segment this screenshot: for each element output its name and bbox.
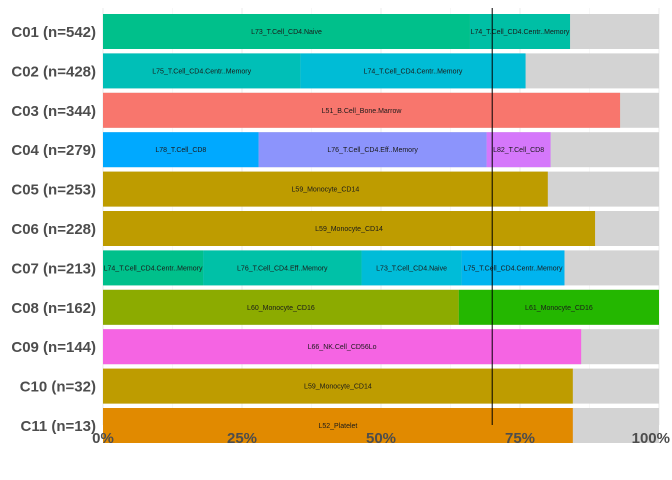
segment-label: L74_T.Cell_CD4.Centr..Memory xyxy=(364,68,463,75)
bar-segment xyxy=(486,132,551,168)
bar-segment xyxy=(461,250,565,286)
bar-segment xyxy=(103,329,582,365)
bar-segment xyxy=(103,132,259,168)
bar-segment xyxy=(103,53,301,89)
category-label: C03 (n=344) xyxy=(11,103,96,120)
category-label: C08 (n=162) xyxy=(11,300,96,317)
category-label: C09 (n=144) xyxy=(11,339,96,356)
segment-label: L76_T.Cell_CD4.Eff..Memory xyxy=(237,265,328,272)
x-tick-label: 75% xyxy=(505,430,535,447)
category-label: C07 (n=213) xyxy=(11,260,96,277)
segment-label: L61_Monocyte_CD16 xyxy=(525,305,593,312)
category-label: C02 (n=428) xyxy=(11,63,96,80)
segment-label: L73_T.Cell_CD4.Naive xyxy=(376,265,447,272)
bar-segment xyxy=(103,171,548,207)
segment-label: L82_T.Cell_CD8 xyxy=(493,147,544,154)
segment-label: L59_Monocyte_CD14 xyxy=(304,384,372,391)
category-label: C01 (n=542) xyxy=(11,24,96,41)
bar-segment xyxy=(103,250,204,286)
segment-label: L75_T.Cell_CD4.Centr..Memory xyxy=(152,68,251,75)
x-axis-labels: 0% 25% 50% 75% 100% xyxy=(92,430,670,447)
bars xyxy=(103,14,659,443)
bar-segment xyxy=(103,92,621,128)
segment-label: L76_T.Cell_CD4.Eff..Memory xyxy=(327,147,418,154)
bar-segment xyxy=(103,368,573,404)
bar-segment xyxy=(203,250,362,286)
bar-segment xyxy=(103,211,596,246)
y-axis-labels: C01 (n=542) C02 (n=428) C03 (n=344) C04 (n=… xyxy=(11,24,96,435)
segment-label: L52_Platelet xyxy=(318,423,357,430)
x-tick-label: 100% xyxy=(632,430,670,447)
segment-label: L59_Monocyte_CD14 xyxy=(292,187,360,194)
bar-segment xyxy=(103,14,470,49)
bar-segment xyxy=(103,408,573,443)
segment-label: L78_T.Cell_CD8 xyxy=(155,147,206,154)
category-label: C04 (n=279) xyxy=(11,142,96,159)
bar-segment xyxy=(469,14,571,49)
category-label: C05 (n=253) xyxy=(11,182,96,199)
category-label: C11 (n=13) xyxy=(21,418,96,435)
bar-segment xyxy=(258,132,487,168)
segment-label: L75_T.Cell_CD4.Centr..Memory xyxy=(464,265,563,272)
x-tick-label: 25% xyxy=(227,430,257,447)
segment-label: L74_T.Cell_CD4.Centr..Memory xyxy=(104,265,203,272)
segment-label: L73_T.Cell_CD4.Naive xyxy=(251,29,322,36)
x-tick-label: 50% xyxy=(366,430,396,447)
bar-segment xyxy=(361,250,462,286)
segment-labels: L73_T.Cell_CD4.Naive L74_T.Cell_CD4.Centr… xyxy=(104,29,593,430)
category-label: C06 (n=228) xyxy=(11,221,96,238)
segment-label: L74_T.Cell_CD4.Centr..Memory xyxy=(471,29,570,36)
category-label: C10 (n=32) xyxy=(20,379,96,396)
segment-label: L66_NK.Cell_CD56Lo xyxy=(308,344,377,351)
segment-label: L51_B.Cell_Bone.Marrow xyxy=(322,108,403,115)
bar-segment xyxy=(300,53,526,89)
segment-label: L60_Monocyte_CD16 xyxy=(247,305,315,312)
segment-label: L59_Monocyte_CD14 xyxy=(315,226,383,233)
bar-segment xyxy=(103,289,459,325)
x-tick-label: 0% xyxy=(92,430,114,447)
